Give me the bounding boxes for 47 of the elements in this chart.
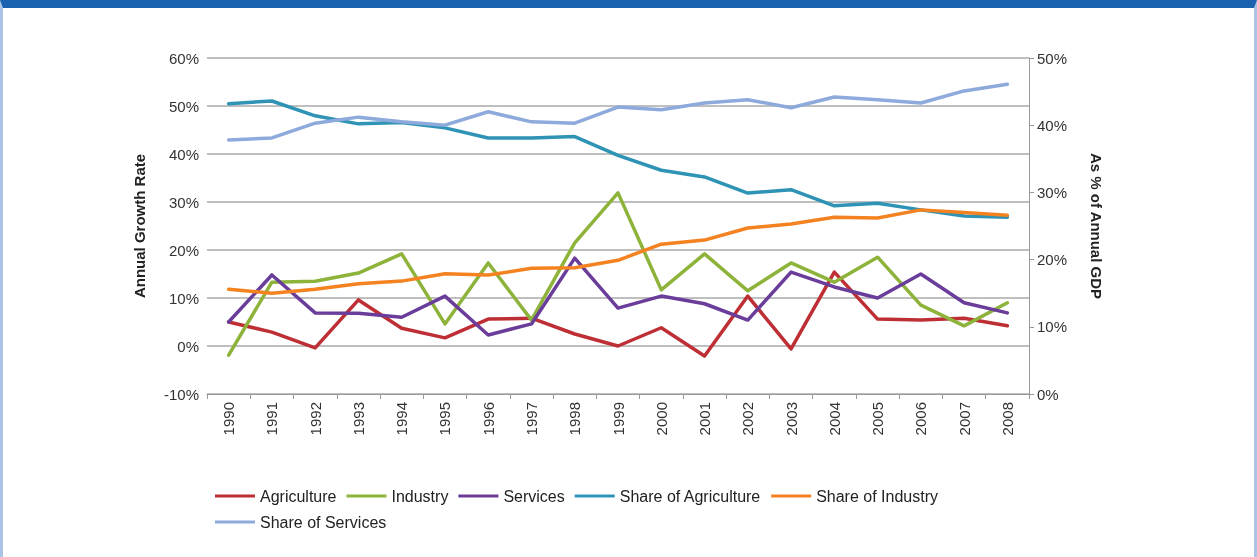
line-series — [226, 256, 1010, 337]
x-tick-label: 1996 — [479, 402, 497, 436]
x-tick-label: 1992 — [306, 402, 324, 436]
x-tick-label: 2003 — [782, 402, 800, 436]
x-tick-label: 1991 — [263, 402, 281, 436]
x-tick-label: 2007 — [955, 402, 973, 436]
x-tick-label: 1997 — [522, 402, 540, 436]
y2-tick-label: 30% — [1037, 183, 1068, 201]
y-tick-label: 50% — [168, 97, 199, 115]
x-tick-label: 1998 — [566, 402, 584, 436]
legend-label: Share of Industry — [816, 487, 938, 505]
y-axis-title: Annual Growth Rate — [131, 153, 148, 299]
x-tick-label: 2000 — [652, 402, 670, 436]
x-tick-label: 1999 — [609, 402, 627, 436]
x-tick-label: 2006 — [912, 402, 930, 436]
x-tick-label: 1994 — [393, 402, 411, 436]
y-tick-label: 30% — [168, 193, 199, 211]
legend-label: Share of Services — [260, 513, 387, 531]
legend-label: Share of Agriculture — [619, 487, 761, 505]
x-tick-label: 2002 — [739, 402, 757, 436]
line-series — [226, 270, 1010, 358]
x-tick-label: 2001 — [696, 402, 714, 436]
x-tick-label: 1995 — [436, 402, 454, 436]
line-series — [226, 191, 1010, 357]
y-tick-label: 60% — [168, 49, 199, 67]
legend-label: Industry — [391, 487, 449, 505]
y-tick-label: 0% — [177, 337, 199, 355]
line-series — [226, 82, 1010, 142]
y2-axis-title: As % of Annual GDP — [1088, 152, 1105, 300]
y-tick-label: -10% — [163, 385, 199, 403]
y-tick-label: 20% — [168, 241, 199, 259]
y2-tick-label: 10% — [1037, 318, 1068, 336]
y-tick-label: 10% — [168, 289, 199, 307]
x-tick-label: 2004 — [825, 402, 843, 436]
line-series — [226, 99, 1010, 220]
x-tick-label: 1993 — [349, 402, 367, 436]
y2-tick-label: 40% — [1037, 116, 1068, 134]
y2-tick-label: 20% — [1037, 251, 1068, 269]
y2-tick-label: 0% — [1037, 385, 1059, 403]
x-tick-label: 2008 — [998, 402, 1016, 436]
x-tick-label: 2005 — [869, 402, 887, 436]
y2-tick-label: 50% — [1037, 49, 1068, 67]
line-series — [226, 208, 1010, 295]
x-tick-label: 1990 — [220, 402, 238, 436]
legend-label: Services — [503, 487, 565, 505]
legend-label: Agriculture — [260, 487, 337, 505]
y-tick-label: 40% — [168, 145, 199, 163]
